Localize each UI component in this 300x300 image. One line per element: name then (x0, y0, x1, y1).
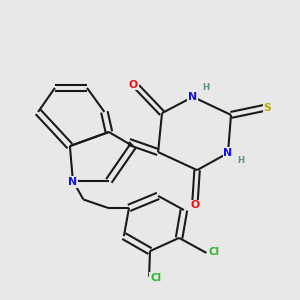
Text: N: N (224, 148, 232, 158)
Text: N: N (188, 92, 197, 102)
Text: H: H (202, 83, 209, 92)
Text: Cl: Cl (150, 273, 161, 283)
Text: H: H (237, 156, 244, 165)
Text: O: O (129, 80, 138, 90)
Text: N: N (68, 177, 77, 187)
Text: O: O (190, 200, 200, 211)
Text: Cl: Cl (208, 247, 220, 257)
Text: S: S (264, 103, 272, 113)
